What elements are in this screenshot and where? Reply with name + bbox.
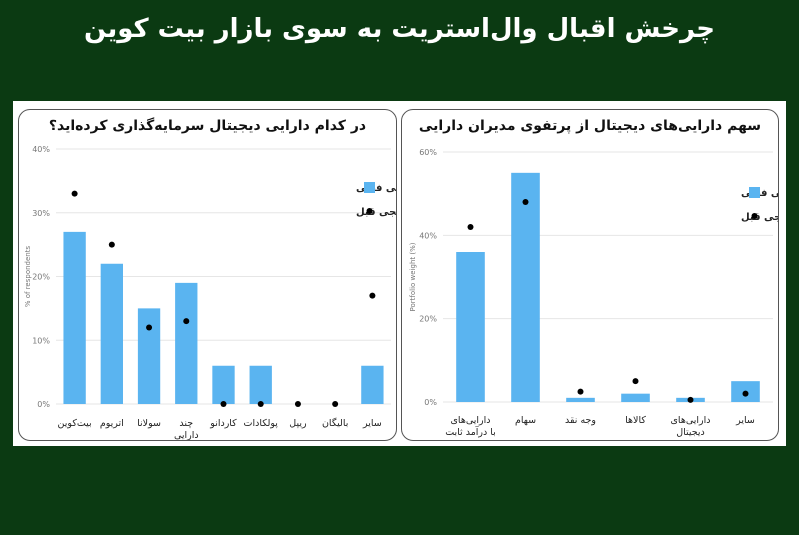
y-tick-label: 60% <box>419 148 437 157</box>
dot <box>522 199 529 205</box>
category-label: سایر <box>735 415 755 426</box>
y-tick-label: 0% <box>37 400 50 409</box>
category-label: سولانا <box>137 418 161 429</box>
category-label: کالاها <box>625 415 646 426</box>
legend-swatch <box>749 187 760 198</box>
dot <box>183 318 190 325</box>
page-title: چرخش اقبال وال‌استریت به سوی بازار بیت ک… <box>84 14 715 44</box>
category-label: دارایی‌های <box>451 415 491 426</box>
dot <box>577 388 584 395</box>
category-label: دارایی <box>174 430 199 440</box>
legend-label: نظرسنجی قبل <box>741 212 778 223</box>
bar <box>63 231 86 404</box>
dot <box>742 390 749 397</box>
bar <box>361 365 384 404</box>
category-label: چند <box>179 418 193 429</box>
y-tick-label: 20% <box>32 273 50 282</box>
dot <box>332 401 339 407</box>
legend-dot <box>366 208 373 214</box>
y-tick-label: 40% <box>32 145 50 154</box>
dot <box>146 324 153 331</box>
category-label: دیجیتال <box>676 427 705 438</box>
legend-swatch <box>364 182 375 193</box>
category-label: بیت‌کوین <box>58 418 92 429</box>
chart-title: سهم دارایی‌های دیجیتال از پرتفوی مدیران … <box>418 118 762 134</box>
dot <box>108 241 115 248</box>
category-label: اتریوم <box>100 418 124 429</box>
bar <box>511 172 540 402</box>
category-label: دارایی‌های <box>671 415 711 426</box>
legend-label: نظرسنجی قبل <box>356 207 396 218</box>
charts-area: در کدام دارایی دیجیتال سرمایه‌گذاری کرده… <box>13 101 786 446</box>
dot <box>467 224 474 230</box>
category-label: کاردانو <box>209 418 237 429</box>
y-tick-label: 40% <box>419 231 437 240</box>
y-axis-label: Portfolio weight (%) <box>409 242 417 311</box>
chart-portfolio: 0% 20% 40% 60% Portfolio weight (%) دارایی‌ها… <box>409 148 778 438</box>
category-label: ریپل <box>289 418 307 429</box>
category-label: با درآمد ثابت <box>445 425 496 438</box>
chart-title: در کدام دارایی دیجیتال سرمایه‌گذاری کرده… <box>48 118 367 134</box>
chart-investments: 0% 10% 20% 30% 40% % of respondents بیت‌کوین ات… <box>24 145 396 440</box>
y-axis-label: % of respondents <box>24 246 32 308</box>
category-label: وجه نقد <box>565 415 596 426</box>
bar <box>621 393 650 402</box>
legend-dot <box>751 213 758 219</box>
y-tick-label: 0% <box>424 398 437 407</box>
chart-panel-investments: در کدام دارایی دیجیتال سرمایه‌گذاری کرده… <box>18 109 397 441</box>
dot <box>71 190 78 197</box>
y-tick-label: 10% <box>32 336 50 345</box>
bar <box>137 308 161 404</box>
dot <box>257 401 264 407</box>
dot <box>632 378 639 385</box>
legend-label: نظرسنجی فعلی <box>356 183 396 194</box>
dot <box>369 292 376 299</box>
chart-panel-portfolio: سهم دارایی‌های دیجیتال از پرتفوی مدیران … <box>401 109 779 441</box>
dot <box>687 396 694 403</box>
dot <box>294 401 301 407</box>
category-label: سهام <box>515 415 536 426</box>
y-tick-label: 20% <box>419 315 437 324</box>
y-tick-label: 30% <box>32 209 50 218</box>
category-label: سایر <box>362 418 382 429</box>
bar <box>100 263 123 404</box>
bar <box>249 365 272 404</box>
category-label: پولکادات <box>244 418 279 429</box>
dot <box>220 401 227 407</box>
bar <box>212 365 235 404</box>
bar <box>566 397 595 402</box>
bar <box>175 282 198 404</box>
category-label: بالیگان <box>322 417 348 429</box>
bar <box>456 252 485 402</box>
